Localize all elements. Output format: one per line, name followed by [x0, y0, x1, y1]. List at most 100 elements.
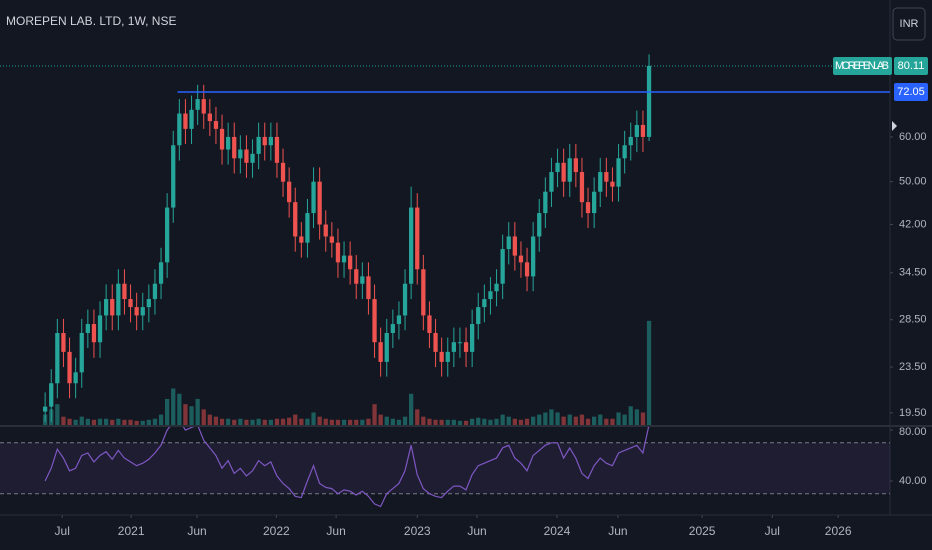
- symbol-tag-label: MOREPENLAB: [835, 60, 889, 72]
- x-tick-label: Jun: [608, 524, 627, 538]
- volume-bar: [219, 418, 225, 425]
- volume-bar: [610, 418, 615, 425]
- volume-bar: [549, 409, 554, 425]
- candle-body: [341, 255, 347, 263]
- candle-body: [567, 158, 572, 182]
- volume-bar: [372, 404, 377, 425]
- volume-bar: [537, 414, 542, 425]
- volume-bar: [384, 416, 389, 425]
- candle-body: [61, 332, 66, 352]
- volume-bar: [592, 416, 597, 425]
- currency-button[interactable]: [892, 7, 926, 41]
- candle-body: [451, 342, 456, 352]
- scroll-arrow[interactable]: [892, 121, 897, 131]
- candle-body: [177, 113, 182, 146]
- candle-body: [305, 213, 310, 243]
- volume-bar: [488, 419, 493, 425]
- volume-bar: [512, 418, 517, 425]
- volume-bar: [238, 418, 243, 425]
- volume-bar: [207, 414, 212, 425]
- volume-bar: [396, 419, 402, 425]
- candle-body: [500, 249, 505, 284]
- candle-body: [640, 124, 646, 137]
- volume-bar: [640, 412, 646, 425]
- x-tick-label: 2025: [689, 524, 716, 538]
- candle-body: [232, 136, 237, 159]
- x-tick-label: Jul: [55, 524, 70, 538]
- volume-bar: [335, 419, 341, 425]
- volume-bar: [451, 419, 456, 425]
- last-price-tag: [894, 56, 928, 75]
- currency-label[interactable]: INR: [900, 18, 919, 30]
- volume-bar: [213, 416, 219, 425]
- candle-body: [402, 283, 408, 316]
- volume-bar: [79, 416, 84, 425]
- rsi-tick-label: 80.00: [899, 426, 927, 438]
- volume-bar: [415, 409, 420, 425]
- candle-body: [384, 332, 389, 362]
- volume-bar: [646, 320, 652, 425]
- candle-body: [366, 276, 371, 300]
- x-tick-label: 2021: [118, 524, 145, 538]
- volume-bar: [280, 418, 286, 425]
- candle-body: [280, 162, 286, 182]
- candle-body: [110, 299, 115, 316]
- volume-bar: [439, 419, 444, 425]
- volume-bar: [427, 418, 432, 425]
- candle-body: [226, 136, 231, 150]
- volume-bar: [457, 420, 463, 425]
- candle-body: [598, 172, 603, 192]
- x-tick-label: Jun: [187, 524, 206, 538]
- candle-body: [506, 236, 511, 250]
- volume-bar: [573, 416, 578, 425]
- candle-body: [195, 99, 200, 110]
- volume-bar: [561, 416, 566, 425]
- volume-bar: [287, 417, 292, 425]
- volume-bar: [463, 420, 469, 425]
- candle-body: [207, 113, 212, 122]
- candle-body: [628, 136, 633, 146]
- volume-bar: [616, 412, 621, 425]
- candle-body: [287, 181, 292, 203]
- volume-bar: [341, 419, 347, 425]
- candle-body: [201, 99, 206, 114]
- hline-tag: [894, 82, 928, 101]
- candle-body: [457, 342, 463, 344]
- volume-bar: [189, 406, 194, 425]
- candle-body: [348, 255, 353, 270]
- volume-bar: [409, 393, 414, 425]
- volume-bar: [494, 418, 499, 425]
- candle-body: [91, 324, 97, 343]
- candle-body: [189, 109, 194, 129]
- volume-bar: [500, 414, 505, 425]
- candle-body: [128, 299, 133, 308]
- volume-bar: [91, 419, 97, 425]
- volume-bar: [104, 418, 109, 425]
- candle-body: [427, 315, 432, 333]
- candle-body: [646, 65, 652, 137]
- candle-body: [439, 351, 444, 362]
- volume-bar: [634, 409, 639, 425]
- x-tick-label: 2023: [404, 524, 431, 538]
- volume-bar: [329, 419, 334, 425]
- candle-body: [396, 315, 402, 325]
- candle-body: [262, 136, 267, 146]
- candle-body: [55, 332, 60, 384]
- volume-bar: [604, 418, 609, 425]
- candle-body: [73, 372, 78, 384]
- candle-body: [622, 145, 627, 159]
- y-tick-label: 42.00: [899, 218, 927, 230]
- volume-bar: [531, 416, 536, 425]
- x-tick-label: Jun: [326, 524, 345, 538]
- candle-body: [317, 181, 322, 225]
- candle-body: [585, 202, 591, 214]
- candle-body: [531, 236, 536, 277]
- volume-bar: [226, 418, 231, 425]
- price-pane: [0, 54, 890, 425]
- volume-bar: [73, 419, 78, 425]
- volume-bar: [476, 417, 481, 425]
- volume-bar: [134, 420, 139, 425]
- candle-body: [238, 149, 243, 159]
- candle-body: [293, 202, 298, 237]
- volume-bar: [524, 418, 530, 425]
